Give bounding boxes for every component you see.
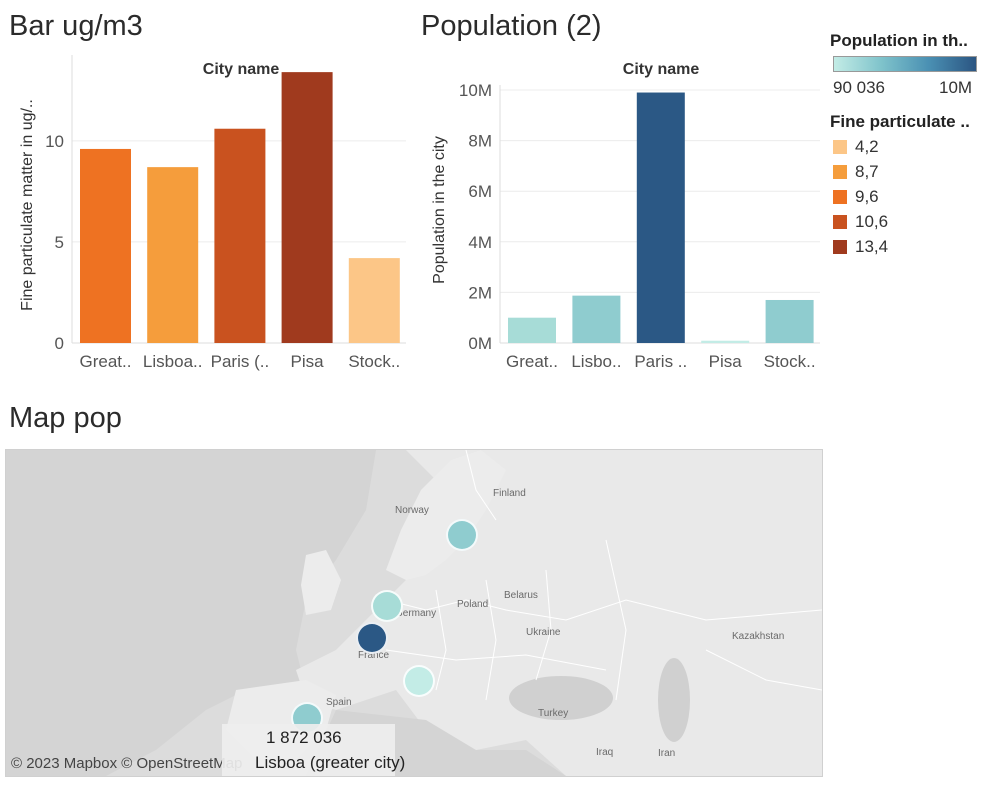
map-panel[interactable]: Finland Norway Poland Belarus Germany Uk… xyxy=(5,449,823,777)
y-tick-label: 4M xyxy=(468,233,492,252)
legend-label: 8,7 xyxy=(855,162,879,181)
fine-particulate-bar-chart: City name Fine particulate matter in ug/.… xyxy=(19,55,406,371)
fine-legend-item[interactable]: 4,2 xyxy=(833,137,879,157)
map-label-norway: Norway xyxy=(395,505,429,516)
chart-header-2: City name xyxy=(623,61,700,78)
y-tick-label: 10 xyxy=(45,132,64,151)
legend-swatch xyxy=(833,140,847,154)
y-tick-label: 5 xyxy=(55,233,64,252)
bar-4[interactable] xyxy=(348,258,400,343)
x-tick-label: Lisbo.. xyxy=(571,352,621,371)
fine-legend-item[interactable]: 8,7 xyxy=(833,162,879,182)
y-tick-label: 10M xyxy=(459,81,492,100)
x-tick-label: Paris .. xyxy=(634,352,687,371)
x-tick-label: Great.. xyxy=(506,352,558,371)
map-marker[interactable] xyxy=(371,590,403,622)
tooltip-value: 1 872 036 xyxy=(266,728,342,747)
x-tick-label: Stock.. xyxy=(348,352,400,371)
x-tick-label: Pisa xyxy=(291,352,325,371)
map-label-kazakhstan: Kazakhstan xyxy=(732,631,785,642)
bar-4[interactable] xyxy=(765,299,814,343)
map-label-iran: Iran xyxy=(658,748,676,759)
population-legend-title: Population in th.. xyxy=(830,31,968,50)
y-tick-label: 8M xyxy=(468,132,492,151)
map-label-finland: Finland xyxy=(493,488,526,499)
fine-particulate-legend-title: Fine particulate .. xyxy=(830,112,970,131)
tooltip-city-name: Lisboa (greater city) xyxy=(255,753,406,772)
map-title: Map pop xyxy=(9,402,122,434)
population-bar-chart: City name Population in the city 0M 2M 4M 6M 8… xyxy=(431,61,820,371)
map-label-germany: Germany xyxy=(395,608,437,619)
x-tick-label: Paris (.. xyxy=(211,352,270,371)
y-tick-label: 0M xyxy=(468,334,492,353)
bar-1[interactable] xyxy=(572,295,621,343)
y-axis-label-1: Fine particulate matter in ug/.. xyxy=(19,99,36,311)
population-chart-title: Population (2) xyxy=(421,10,602,42)
y-axis-label-2: Population in the city xyxy=(431,136,448,284)
charts-svg: City name Fine particulate matter in ug/.… xyxy=(19,55,820,371)
bar-1[interactable] xyxy=(147,167,199,343)
map-marker[interactable] xyxy=(403,665,435,697)
map-marker[interactable] xyxy=(356,622,388,654)
legend-swatch xyxy=(833,240,847,254)
y-tick-label: 0 xyxy=(55,334,64,353)
map-label-ukraine: Ukraine xyxy=(526,627,561,638)
legend-label: 10,6 xyxy=(855,212,889,231)
bar-chart-title: Bar ug/m3 xyxy=(9,10,143,42)
bar-2[interactable] xyxy=(214,128,266,343)
map-label-spain: Spain xyxy=(326,697,352,708)
legend-swatch xyxy=(833,190,847,204)
x-tick-label: Pisa xyxy=(709,352,743,371)
bar-0[interactable] xyxy=(80,148,131,343)
bar-3[interactable] xyxy=(701,340,750,343)
map-label-belarus: Belarus xyxy=(504,590,538,601)
map-label-iraq: Iraq xyxy=(596,747,614,758)
chart-header-1: City name xyxy=(203,61,280,78)
legend-label: 4,2 xyxy=(855,137,879,156)
map-label-france: France xyxy=(358,650,390,661)
bar-3[interactable] xyxy=(281,72,333,343)
bar-2[interactable] xyxy=(636,92,685,343)
population-legend-min: 90 036 xyxy=(833,78,885,97)
population-legend-max: 10M xyxy=(939,78,973,97)
fine-legend-item[interactable]: 13,4 xyxy=(833,237,888,257)
fine-legend-item[interactable]: 9,6 xyxy=(833,187,879,207)
x-tick-label: Great.. xyxy=(80,352,132,371)
legend-swatch xyxy=(833,165,847,179)
x-tick-label: Stock.. xyxy=(764,352,816,371)
population-color-ramp xyxy=(833,56,977,72)
y-tick-label: 2M xyxy=(468,283,492,302)
bar-0[interactable] xyxy=(508,317,556,343)
legend-label: 13,4 xyxy=(855,237,889,256)
x-tick-label: Lisboa.. xyxy=(143,352,203,371)
map-tooltip xyxy=(222,724,395,776)
map-marker[interactable] xyxy=(446,519,478,551)
legend-swatch xyxy=(833,215,847,229)
fine-legend-item[interactable]: 10,6 xyxy=(833,212,888,232)
map-label-poland: Poland xyxy=(457,599,489,610)
legend-label: 9,6 xyxy=(855,187,879,206)
map-attribution[interactable]: © 2023 Mapbox © OpenStreetMap xyxy=(11,755,243,772)
map-label-turkey: Turkey xyxy=(538,708,569,719)
y-tick-label: 6M xyxy=(468,182,492,201)
